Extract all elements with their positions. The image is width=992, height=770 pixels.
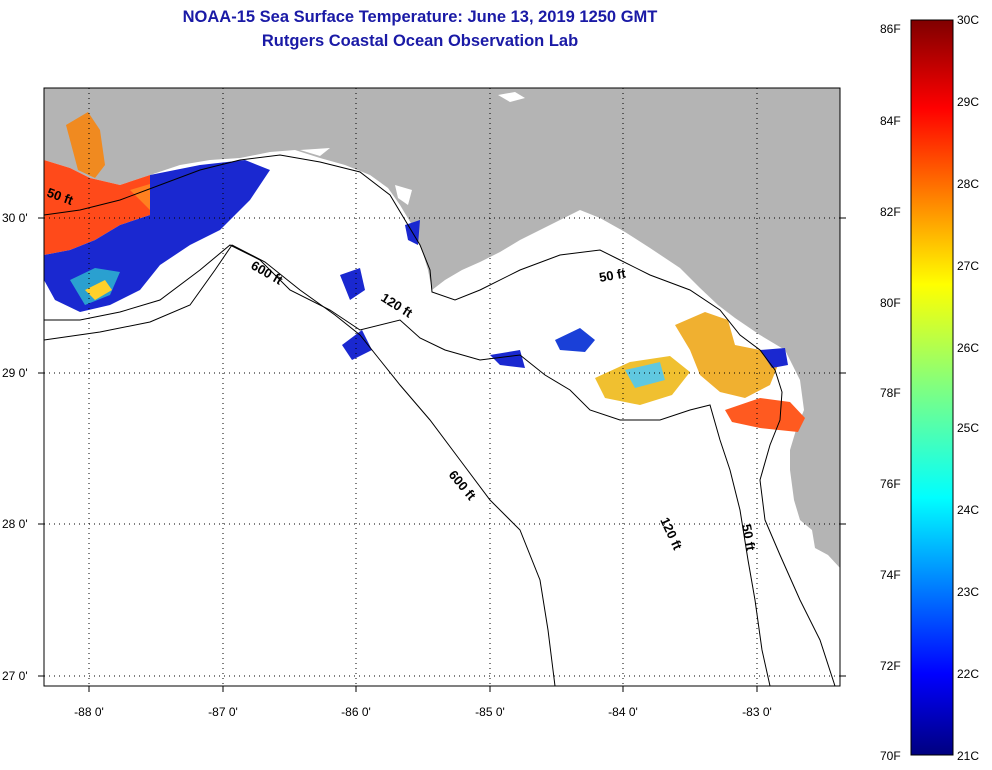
colorbar-f-label: 76F <box>880 477 901 491</box>
contour-50ft <box>44 154 836 686</box>
colorbar-c-label: 26C <box>957 341 980 355</box>
colorbar-c-label: 23C <box>957 585 980 599</box>
colorbar-f-label: 82F <box>880 205 901 219</box>
sst-patch <box>490 350 525 368</box>
contour-120ft <box>44 244 771 686</box>
contour-label: 50 ft <box>739 523 759 553</box>
lat-tick-label: 27 0' <box>2 669 28 683</box>
colorbar <box>910 19 954 756</box>
sst-patch <box>342 330 372 360</box>
colorbar-c-label: 21C <box>957 749 980 763</box>
map-border <box>43 87 841 687</box>
lon-tick-label: -88 0' <box>74 705 104 719</box>
colorbar-c-label: 22C <box>957 667 980 681</box>
colorbar-f-label: 84F <box>880 114 901 128</box>
sst-patch <box>85 280 112 300</box>
sst-patch <box>675 312 780 398</box>
sst-patch <box>66 112 105 178</box>
colorbar-f-label: 72F <box>880 659 901 673</box>
colorbar-f-label: 80F <box>880 296 901 310</box>
lat-tick-label: 29 0' <box>2 366 28 380</box>
sst-patch <box>44 160 180 255</box>
colorbar-c-label: 29C <box>957 95 980 109</box>
sst-patch <box>760 348 788 368</box>
colorbar-c-label: 27C <box>957 259 980 273</box>
contour-600ft <box>44 244 556 686</box>
colorbar-f-label: 86F <box>880 22 901 36</box>
land-mass <box>44 88 840 568</box>
sst-patch <box>340 268 365 300</box>
colorbar-c-label: 24C <box>957 503 980 517</box>
lon-tick-label: -85 0' <box>475 705 505 719</box>
colorbar-f-label: 74F <box>880 568 901 582</box>
sst-patch <box>555 328 595 352</box>
colorbar-c-label: 28C <box>957 177 980 191</box>
sst-patch <box>725 398 805 432</box>
lon-tick-label: -87 0' <box>208 705 238 719</box>
lon-tick-label: -83 0' <box>742 705 772 719</box>
sst-patch <box>625 362 665 388</box>
colorbar-c-label: 25C <box>957 421 980 435</box>
lon-tick-label: -86 0' <box>341 705 371 719</box>
map-title: NOAA-15 Sea Surface Temperature: June 13… <box>182 8 658 26</box>
colorbar-f-label: 78F <box>880 386 901 400</box>
lon-tick-label: -84 0' <box>608 705 638 719</box>
colorbar-f-label: 70F <box>880 749 901 763</box>
contour-label: 50 ft <box>598 265 628 285</box>
lat-tick-label: 30 0' <box>2 211 28 225</box>
colorbar-c-label: 30C <box>957 13 980 27</box>
lat-tick-label: 28 0' <box>2 517 28 531</box>
map-subtitle: Rutgers Coastal Ocean Observation Lab <box>261 32 579 50</box>
